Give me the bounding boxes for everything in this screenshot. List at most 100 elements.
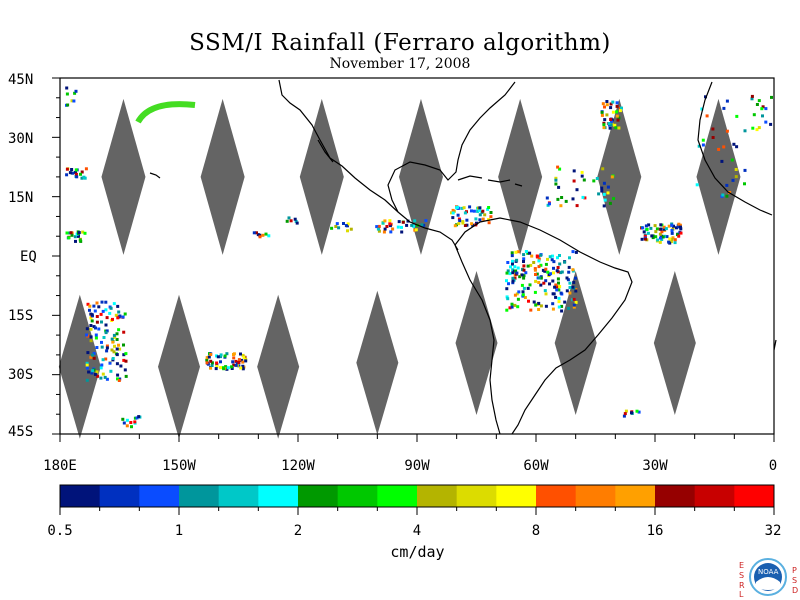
rain-cell bbox=[644, 237, 647, 241]
rain-cell bbox=[92, 304, 96, 308]
colorbar-swatch-0 bbox=[60, 485, 101, 507]
rain-cell bbox=[481, 209, 485, 213]
rain-cell bbox=[522, 274, 526, 278]
rain-cell bbox=[658, 240, 662, 244]
rain-cell bbox=[571, 197, 575, 201]
colorbar-unit: cm/day bbox=[390, 543, 445, 561]
rain-cell bbox=[609, 106, 613, 110]
rain-cell bbox=[557, 185, 561, 189]
rain-cell bbox=[346, 222, 350, 226]
rain-cell bbox=[556, 165, 560, 169]
rain-cell bbox=[554, 176, 558, 180]
rain-cell bbox=[568, 281, 572, 285]
rain-cell bbox=[101, 358, 105, 362]
lon-label-0: 0 bbox=[768, 458, 778, 474]
rain-cell bbox=[662, 225, 666, 229]
rain-cell bbox=[623, 412, 627, 416]
rain-cell bbox=[660, 230, 664, 234]
rain-cell bbox=[412, 224, 415, 228]
colorbar-swatch-9 bbox=[417, 485, 458, 507]
rain-cell bbox=[571, 250, 575, 254]
rain-cell bbox=[209, 366, 213, 370]
rain-cell bbox=[695, 183, 699, 187]
rain-cell bbox=[224, 365, 228, 369]
rain-cell bbox=[697, 144, 701, 148]
rain-cell bbox=[94, 333, 98, 337]
rain-cell bbox=[90, 319, 94, 323]
rain-cell bbox=[597, 192, 601, 196]
rain-cell bbox=[567, 270, 571, 274]
rain-cell bbox=[673, 241, 677, 245]
rain-cell bbox=[258, 235, 262, 239]
rain-cell bbox=[111, 317, 114, 321]
rain-cell bbox=[676, 225, 680, 229]
rain-cell bbox=[109, 306, 113, 310]
rain-cell bbox=[521, 293, 525, 297]
colorbar-tick-4: 4 bbox=[412, 523, 422, 539]
rain-cell bbox=[125, 424, 129, 428]
swath-gap-upper-1 bbox=[200, 98, 245, 255]
swath-gap-lower-3 bbox=[356, 290, 399, 435]
rain-cell bbox=[101, 309, 105, 313]
rain-cell bbox=[609, 120, 613, 124]
rain-cell bbox=[571, 268, 575, 272]
rain-cell bbox=[450, 211, 453, 215]
rain-cell bbox=[605, 103, 609, 107]
rain-cell bbox=[755, 103, 759, 106]
rain-cell bbox=[225, 367, 229, 371]
rain-cell bbox=[711, 136, 715, 139]
rain-cell bbox=[711, 127, 715, 131]
rain-cell bbox=[100, 363, 104, 367]
rain-cell bbox=[544, 292, 548, 296]
rain-cell bbox=[610, 175, 614, 179]
rain-cell bbox=[539, 276, 543, 280]
rain-cell bbox=[97, 305, 101, 309]
rain-cell bbox=[334, 225, 338, 228]
rain-cell bbox=[635, 409, 639, 413]
rain-cell bbox=[215, 354, 218, 358]
rain-cell bbox=[751, 126, 755, 130]
rain-cell bbox=[122, 343, 125, 347]
rain-cell bbox=[654, 230, 658, 234]
rain-cell bbox=[659, 223, 663, 227]
rain-cell bbox=[659, 236, 662, 240]
colorbar-tick-8: 8 bbox=[531, 523, 541, 539]
rain-cell bbox=[205, 358, 209, 362]
rain-cell bbox=[518, 275, 522, 279]
rain-cell bbox=[115, 353, 119, 357]
map-title: SSM/I Rainfall (Ferraro algorithm) bbox=[189, 30, 611, 56]
rain-cell bbox=[537, 301, 541, 305]
rain-cell bbox=[123, 312, 127, 316]
rain-cell bbox=[123, 368, 127, 372]
rain-cell bbox=[70, 233, 74, 237]
rain-cell bbox=[103, 375, 107, 379]
rain-cell bbox=[595, 177, 599, 180]
rain-cell bbox=[99, 312, 103, 316]
rain-cell bbox=[240, 358, 244, 362]
rain-cell bbox=[68, 171, 72, 175]
rain-cell bbox=[475, 221, 478, 225]
rain-cell bbox=[679, 227, 683, 231]
rain-cell bbox=[65, 173, 69, 177]
rain-cell bbox=[111, 340, 115, 344]
colorbar-tick-1: 1 bbox=[174, 523, 184, 539]
rain-cell bbox=[472, 209, 476, 213]
rain-cell bbox=[603, 105, 606, 109]
rain-cell bbox=[559, 204, 563, 208]
rain-cell bbox=[526, 264, 530, 268]
rain-cell bbox=[555, 285, 559, 289]
rain-cell bbox=[235, 362, 239, 366]
rain-cell bbox=[232, 356, 236, 360]
rain-cell bbox=[424, 219, 428, 223]
rain-cell bbox=[388, 224, 392, 228]
rain-cell bbox=[397, 220, 401, 224]
rain-cell bbox=[209, 359, 213, 363]
rain-cell bbox=[476, 206, 480, 210]
rain-cell bbox=[537, 308, 541, 311]
rain-cell bbox=[91, 369, 95, 373]
logo-letter-r: R bbox=[739, 581, 745, 590]
rain-cell bbox=[544, 304, 548, 308]
rain-cell bbox=[344, 224, 348, 228]
rain-cell bbox=[463, 211, 467, 215]
